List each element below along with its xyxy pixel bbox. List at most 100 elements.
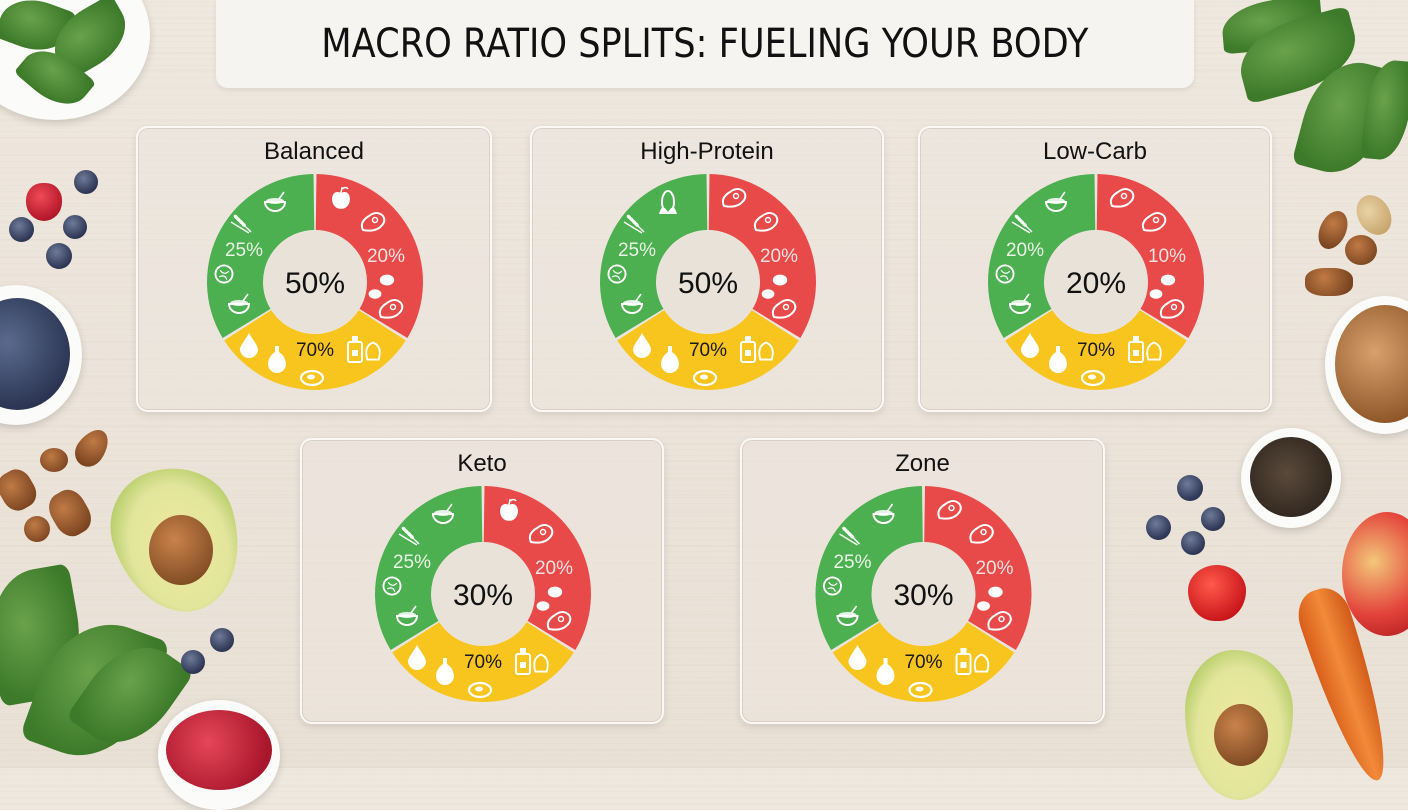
fat-segment [832,622,1015,702]
card-keto: Keto 30% 25% 20% 70% [300,438,664,724]
card-balanced: Balanced 50% 25% 20% 70% [136,126,492,412]
hazelnut [40,448,68,472]
segment-icons [822,500,1012,699]
title-banner: MACRO RATIO SPLITS: FUELING YOUR BODY [216,0,1194,88]
center-percentage: 20% [1066,267,1126,300]
steak-icon [721,188,747,208]
potato-icon [1149,289,1163,299]
carbs-segment [815,486,923,650]
oil-drop-icon [633,333,651,358]
card-title: High-Protein [640,138,774,165]
steak-icon [360,212,386,232]
potato-icon [988,586,1003,598]
pecan [42,484,98,542]
sauce-bottle-icon [740,336,756,363]
oil-drop-icon [848,645,867,670]
carbs-percentage: 25% [618,240,656,261]
raspberry [26,183,62,221]
strawberry [1188,565,1246,621]
steak-icon [378,299,404,319]
protein-segment [483,486,591,650]
carbs-percentage: 25% [393,552,431,573]
steak-icon [546,611,572,631]
nut-icon [758,341,774,361]
center-percentage: 30% [453,579,513,612]
fat-percentage: 70% [689,340,727,361]
nut-icon [365,341,381,361]
donut-chart: 30% 25% 20% 70% [815,486,1032,702]
mixed-nuts [1335,305,1408,423]
blueberry [181,650,205,674]
grain-bowl-icon [1044,191,1068,212]
oil-bottle-icon [661,346,679,373]
card-title: Zone [895,450,950,477]
protein-segment [315,174,423,338]
cabbage-icon [995,264,1015,284]
apple-icon [332,186,350,209]
avocado-pit [1214,704,1268,766]
steak-icon [753,212,779,232]
card-title: Low-Carb [1042,138,1148,165]
oil-drop-icon [240,333,258,358]
hazelnut [24,516,50,542]
card-zone: Zone 30% 25% 20% 70% [740,438,1105,724]
donut-chart: 20% 20% 10% 70% [988,174,1204,390]
center-percentage: 30% [893,579,953,612]
oil-drop-icon [1021,333,1039,358]
fat-percentage: 70% [1077,340,1115,361]
fat-percentage: 70% [904,652,942,673]
nut-icon [533,653,549,673]
potato-icon [547,586,563,598]
steak-icon [987,611,1012,631]
rice-bowl-icon [836,605,859,626]
peanut [1349,188,1399,242]
raspberries [166,710,272,790]
fat-segment [1005,310,1187,390]
potato-icon [977,601,990,611]
cabbage-icon [822,576,843,596]
sauce-bottle-icon [515,648,531,675]
protein-percentage: 10% [1148,246,1186,267]
protein-segment [1096,174,1204,338]
oil-bottle-icon [268,346,286,373]
steak-icon [1109,188,1135,208]
potato-icon [761,289,775,299]
donut-hole [1045,231,1147,333]
carbs-segment [988,174,1096,338]
segment-icons [382,498,572,699]
avocado-slice-icon [908,681,933,699]
donut-chart: 50% 25% 20% 70% [207,174,423,390]
grain-bowl-icon [872,503,895,524]
carbs-percentage: 20% [1006,240,1044,261]
cabbage-icon [607,264,627,284]
steak-icon [771,299,797,319]
steak-icon [937,500,962,520]
sauce-bottle-icon [1128,336,1144,363]
rice-bowl-icon [395,605,419,626]
chia-seeds [1250,437,1332,517]
rice-bowl-icon [227,293,251,314]
oil-bottle-icon [1049,346,1067,373]
donut-chart: 50% 25% 20% 70% [600,174,816,390]
fat-segment [224,310,406,390]
fat-segment [617,310,799,390]
rice-bowl-icon [620,293,644,314]
grain-bowl-icon [263,191,287,212]
nut-icon [973,653,990,673]
donut-hole [432,543,534,645]
card-title: Balanced [263,138,365,165]
carbs-segment [375,486,483,650]
almond [69,423,115,473]
segment-icons [214,186,404,387]
page-title: MACRO RATIO SPLITS: FUELING YOUR BODY [321,21,1089,67]
avocado-pit [149,515,213,585]
avocado-slice-icon [299,369,325,387]
potato-icon [379,274,395,286]
donut-hole [872,543,975,645]
sauce-bottle-icon [955,648,972,675]
protein-segment [924,486,1032,650]
oil-bottle-icon [436,658,454,685]
potato-icon [772,274,788,286]
protein-percentage: 20% [760,246,798,267]
blueberry [63,215,87,239]
